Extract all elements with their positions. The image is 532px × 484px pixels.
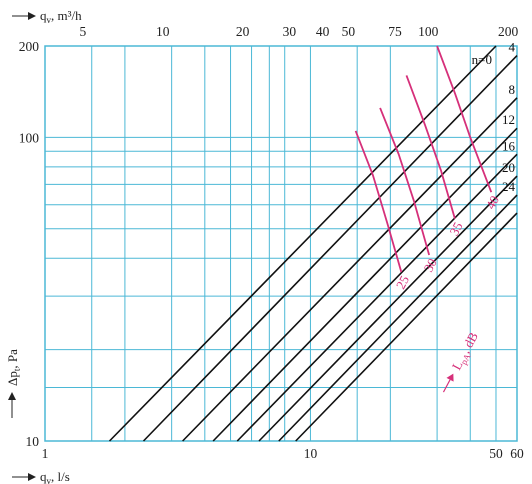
top-tick-label: 75 (388, 24, 402, 39)
sound-curve-label: 25 (393, 273, 412, 292)
y-axis-label-sub: t (12, 368, 22, 371)
sound-arrow-head (446, 373, 454, 382)
pressure-line (236, 153, 518, 442)
x-tick-label: 50 (489, 446, 503, 461)
pressure-line-label: 20 (502, 160, 515, 175)
pressure-line (108, 45, 497, 442)
sound-curve (436, 45, 493, 193)
pressure-line-label: 4 (509, 40, 516, 55)
top-tick-label: 200 (498, 24, 519, 39)
pressure-lines: n=0 4 8 12 16 20 24 (108, 40, 518, 442)
pressure-line-label: 12 (502, 112, 515, 127)
top-axis-label: qv, m³/h (12, 8, 82, 25)
bottom-axis-label-sub: v (47, 476, 52, 484)
top-axis-label-sub: v (47, 15, 52, 25)
x-tick-label: 1 (42, 446, 49, 461)
sound-label-unit: , dB (458, 329, 482, 355)
pressure-line (212, 127, 518, 442)
pressure-line-label: n=0 (472, 52, 492, 67)
top-tick-label: 100 (418, 24, 439, 39)
pressure-line (142, 54, 518, 442)
top-tick-label: 40 (316, 24, 330, 39)
pressure-line-label: 24 (502, 179, 516, 194)
top-tick-label: 20 (236, 24, 250, 39)
bottom-axis-label: qv, l/s (12, 469, 70, 484)
y-tick-label: 200 (19, 39, 40, 54)
top-tick-label: 30 (283, 24, 297, 39)
sound-arrow-shaft (442, 379, 451, 393)
y-axis-label: Δpt, Pa (5, 349, 22, 418)
y-axis-label-unit: , Pa (5, 349, 20, 369)
sound-curve-label: 40 (483, 193, 502, 212)
sound-label-sub: pA (459, 352, 473, 367)
sound-curve-label: 35 (446, 220, 465, 239)
top-tick-label: 50 (342, 24, 356, 39)
svg-text:qv, l/s: qv, l/s (40, 469, 70, 484)
plot-frame (44, 45, 518, 442)
pressure-line-label: 8 (509, 82, 516, 97)
y-axis-label-main: Δp (5, 371, 20, 386)
svg-text:LpA, dB: LpA, dB (449, 329, 483, 373)
sound-curve (405, 75, 456, 219)
pressure-line-label: 16 (502, 138, 516, 153)
top-tick-label: 10 (156, 24, 170, 39)
pressure-line (258, 175, 518, 442)
top-axis-label-unit: , m³/h (51, 8, 82, 23)
x-tick-label: 60 (510, 446, 524, 461)
y-tick-label: 10 (26, 434, 40, 449)
sound-level-label: LpA, dB (442, 329, 483, 393)
pressure-line (295, 212, 518, 442)
sound-curve (354, 130, 403, 273)
y-tick-label: 100 (19, 130, 40, 145)
bottom-axis-arrow-head (28, 473, 36, 481)
top-axis-label-main: q (40, 8, 47, 23)
y-axis-arrow-head (8, 392, 16, 400)
sound-curves: 25 30 35 40 (354, 45, 502, 292)
bottom-axis-label-unit: , l/s (51, 469, 70, 484)
x-tick-label: 10 (304, 446, 318, 461)
svg-text:qv, m³/h: qv, m³/h (40, 8, 82, 25)
top-tick-label: 5 (79, 24, 86, 39)
svg-text:Δpt, Pa: Δpt, Pa (5, 349, 22, 386)
grid (44, 45, 518, 442)
sound-curve (379, 107, 431, 256)
pressure-line (278, 194, 518, 442)
bottom-axis-label-main: q (40, 469, 47, 484)
top-axis-arrow-head (28, 12, 36, 20)
sound-curve-label: 30 (421, 256, 440, 275)
pressure-line (182, 97, 518, 442)
